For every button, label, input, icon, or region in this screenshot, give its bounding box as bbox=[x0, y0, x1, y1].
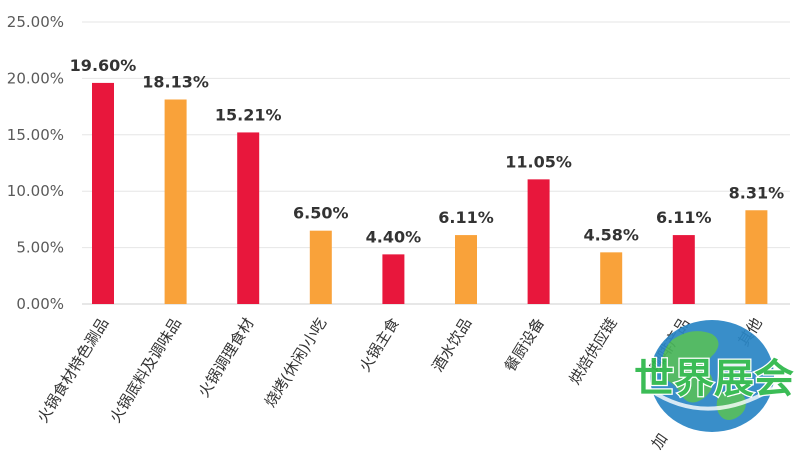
data-label: 6.50% bbox=[293, 204, 349, 223]
y-axis-tick-labels: 0.00% 5.00% 10.00% 15.00% 20.00% 25.00% bbox=[7, 13, 64, 313]
data-label: 4.58% bbox=[583, 225, 639, 244]
y-tick-label: 15.00% bbox=[7, 126, 64, 144]
orbit-swoosh bbox=[648, 382, 782, 411]
y-tick-label: 5.00% bbox=[16, 239, 64, 257]
bar bbox=[309, 230, 332, 304]
category-label: 火锅食材特色涮品 bbox=[34, 315, 113, 426]
bar bbox=[237, 132, 260, 304]
y-tick-label: 10.00% bbox=[7, 182, 64, 200]
bar bbox=[745, 210, 768, 304]
bars bbox=[92, 82, 768, 305]
continent-shape bbox=[659, 331, 746, 420]
data-label: 8.31% bbox=[729, 183, 785, 202]
y-tick-label: 20.00% bbox=[7, 69, 64, 87]
category-label: 烘焙供应链 bbox=[566, 315, 621, 388]
gridlines bbox=[82, 21, 790, 305]
category-label: 餐厨设备 bbox=[501, 315, 548, 375]
y-tick-label: 0.00% bbox=[16, 295, 64, 313]
category-label: 烧烤(休闲)小吃 bbox=[261, 315, 330, 411]
data-label: 19.60% bbox=[70, 56, 137, 75]
category-label: 火锅主食 bbox=[356, 315, 403, 375]
watermark-text: 世界展会 bbox=[634, 356, 794, 402]
bar bbox=[600, 252, 623, 304]
bar bbox=[527, 179, 550, 304]
stray-label: 加 bbox=[648, 430, 671, 453]
watermark-logo: 世界展会 bbox=[633, 320, 795, 432]
y-tick-label: 25.00% bbox=[7, 13, 64, 31]
data-labels: 19.60% 18.13% 15.21% 6.50% 4.40% 6.11% 11.05% 4… bbox=[70, 56, 784, 246]
data-label: 15.21% bbox=[215, 105, 282, 124]
category-label: 火锅调理食材 bbox=[195, 315, 258, 401]
data-label: 6.11% bbox=[656, 208, 712, 227]
bar bbox=[92, 82, 114, 304]
data-label: 11.05% bbox=[505, 152, 572, 171]
data-label: 6.11% bbox=[438, 208, 494, 227]
bar bbox=[382, 254, 405, 304]
bar bbox=[164, 99, 187, 305]
data-label: 4.40% bbox=[366, 227, 422, 246]
category-label: 火锅底料及调味品 bbox=[106, 315, 185, 426]
bar bbox=[455, 235, 477, 304]
data-label: 18.13% bbox=[142, 72, 209, 91]
category-label: 酒水饮品 bbox=[428, 315, 475, 375]
bar bbox=[672, 235, 695, 304]
